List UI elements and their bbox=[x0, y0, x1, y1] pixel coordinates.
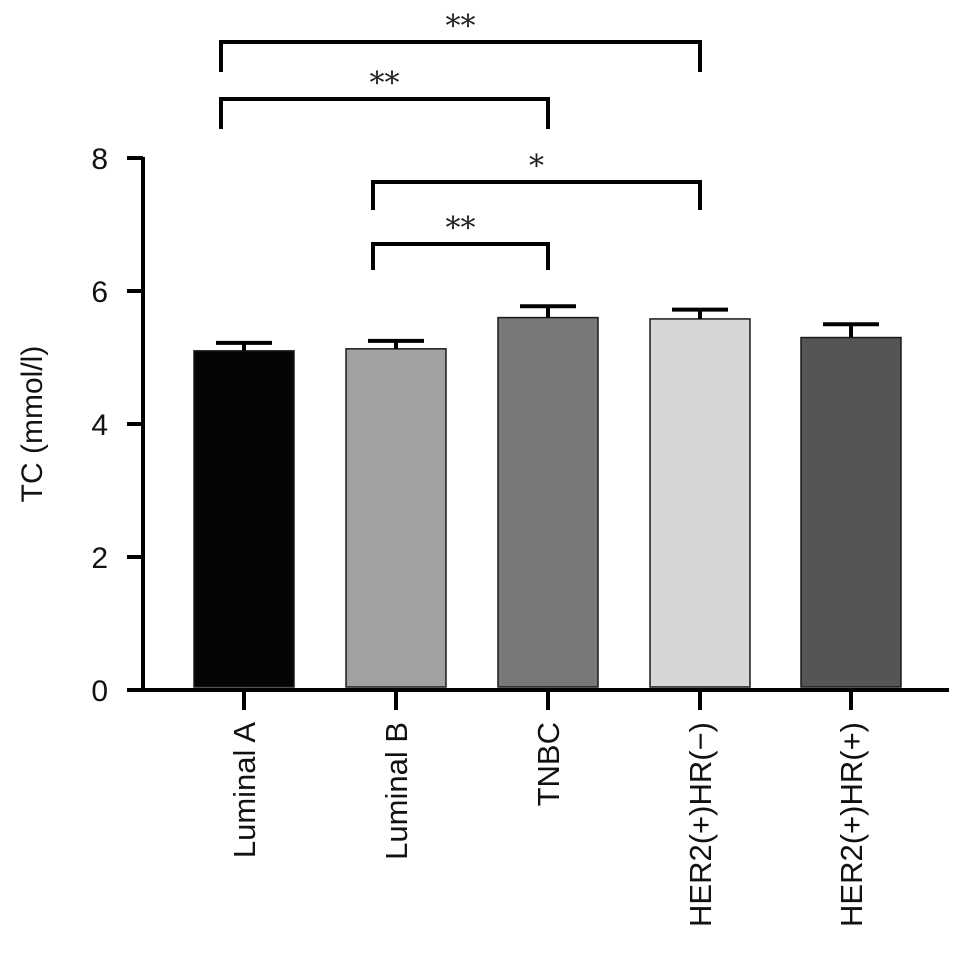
x-tick-labels: Luminal A Luminal B TNBC HER2(+)HR(−) HER2(+… bbox=[227, 690, 869, 927]
significance-label: * bbox=[529, 149, 544, 184]
bar bbox=[193, 350, 295, 688]
y-ticks: 0 2 4 6 8 bbox=[91, 143, 143, 708]
bar bbox=[800, 336, 902, 688]
x-tick-label: TNBC bbox=[531, 722, 566, 806]
bars bbox=[193, 316, 902, 688]
error-bars bbox=[216, 304, 879, 351]
y-tick-label: 0 bbox=[91, 675, 108, 708]
x-tick-label: Luminal B bbox=[379, 722, 414, 860]
bar bbox=[497, 316, 599, 688]
bar bbox=[345, 348, 447, 688]
significance-label: ** bbox=[370, 66, 400, 101]
y-tick-label: 6 bbox=[91, 276, 108, 309]
bar bbox=[649, 318, 751, 688]
y-axis-title: TC (mmol/l) bbox=[16, 346, 49, 503]
x-tick-label: HER2(+)HR(+) bbox=[834, 722, 869, 927]
significance-bracket bbox=[371, 242, 550, 270]
x-tick-label: HER2(+)HR(−) bbox=[683, 722, 718, 927]
x-tick-label: Luminal A bbox=[227, 722, 262, 858]
significance-label: ** bbox=[446, 9, 476, 44]
significance-bracket bbox=[219, 97, 550, 129]
significance-label: ** bbox=[446, 211, 476, 246]
y-tick-label: 8 bbox=[91, 143, 108, 176]
significance-bracket bbox=[219, 40, 702, 72]
significance-brackets: ******* bbox=[219, 9, 702, 270]
y-tick-label: 4 bbox=[91, 409, 108, 442]
y-tick-label: 2 bbox=[91, 542, 108, 575]
significance-bracket bbox=[371, 180, 702, 210]
